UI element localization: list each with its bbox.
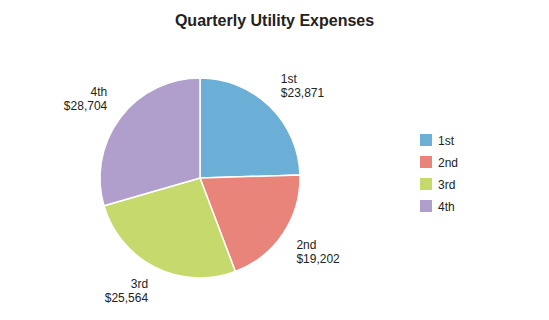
legend-label: 2nd [438,156,458,170]
chart-title: Quarterly Utility Expenses [175,12,374,29]
data-label-category: 1st [281,72,298,86]
data-label-value: $25,564 [105,291,149,305]
legend-swatch [420,178,432,190]
legend-swatch [420,156,432,168]
chart-container: Quarterly Utility Expenses1st$23,8712nd$… [0,0,549,320]
data-label-value: $28,704 [64,99,108,113]
data-label-value: $23,871 [281,86,325,100]
data-label-value: $19,202 [296,252,340,266]
data-labels: 1st$23,871 2nd$19,202 3rd$25,564 4th$28,704 [64,72,340,305]
legend-swatch [420,134,432,146]
legend-label: 3rd [438,178,455,192]
data-label-category: 3rd [131,277,148,291]
pie-slices [100,78,300,278]
data-label-category: 4th [91,85,108,99]
legend-label: 1st [438,134,455,148]
pie-slice [100,78,200,206]
data-label-category: 2nd [296,238,316,252]
legend-swatch [420,200,432,212]
chart-svg: Quarterly Utility Expenses1st$23,8712nd$… [0,0,549,320]
legend-label: 4th [438,200,455,214]
legend: 1st 2nd 3rd 4th [420,134,458,214]
